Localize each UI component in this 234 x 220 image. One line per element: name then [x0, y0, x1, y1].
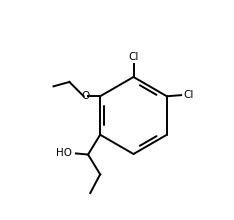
Text: Cl: Cl: [183, 90, 194, 100]
Text: HO: HO: [55, 148, 72, 158]
Text: O: O: [82, 91, 90, 101]
Text: Cl: Cl: [128, 52, 139, 62]
